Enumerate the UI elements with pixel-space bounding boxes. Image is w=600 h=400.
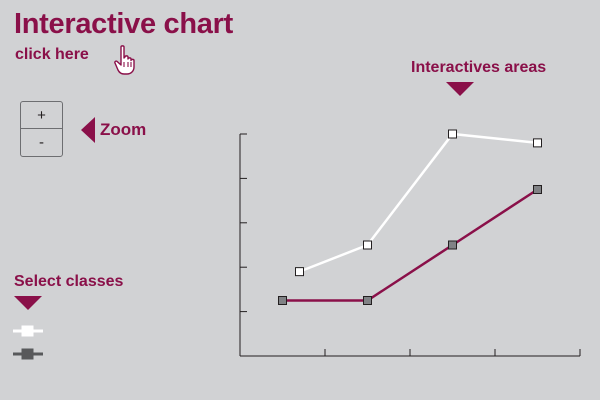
class-toggle-gray[interactable] — [13, 347, 43, 361]
click-here-link[interactable]: click here — [15, 46, 89, 63]
page-title: Interactive chart — [14, 8, 233, 40]
zoom-in-button[interactable]: + — [21, 102, 62, 129]
zoom-label: Zoom — [100, 120, 147, 139]
series-1-point[interactable] — [448, 129, 457, 139]
series-2-line[interactable] — [282, 188, 539, 302]
zoom-control: + - — [20, 101, 63, 157]
series-1-point[interactable] — [363, 240, 372, 250]
series-2-point[interactable] — [533, 185, 542, 194]
series-1-point[interactable] — [295, 267, 304, 277]
zoom-out-button[interactable]: - — [39, 134, 44, 151]
interactive-areas-label: Interactives areas — [411, 59, 547, 76]
series-1-line[interactable] — [299, 132, 538, 273]
series-2-point[interactable] — [278, 296, 287, 305]
series-2-point[interactable] — [363, 296, 372, 305]
zoom-pointer-arrow-icon — [81, 117, 95, 143]
pointer-hand-icon — [114, 45, 135, 75]
series-2-point[interactable] — [448, 240, 457, 250]
select-classes-label: Select classes — [14, 273, 124, 290]
series-1-point[interactable] — [533, 138, 542, 148]
class-toggle-white[interactable] — [13, 324, 43, 338]
select-classes-arrow-icon — [14, 296, 42, 310]
interactive-areas-arrow-icon — [446, 82, 474, 96]
